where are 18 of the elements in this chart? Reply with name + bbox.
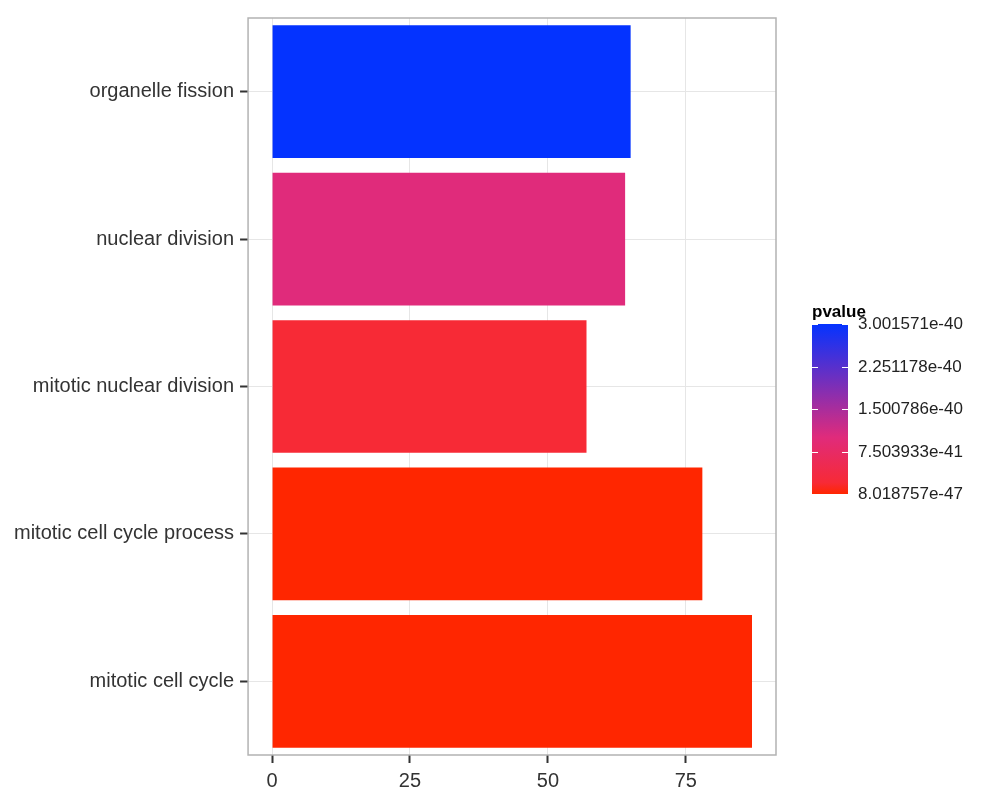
y-tick-label: mitotic cell cycle xyxy=(89,668,235,691)
bar xyxy=(272,614,752,748)
bar xyxy=(272,320,587,453)
x-tick-label: 75 xyxy=(674,768,697,791)
bar xyxy=(272,172,626,306)
x-tick-label: 25 xyxy=(398,768,422,791)
bar xyxy=(272,467,703,601)
color-bar-label: 8.018757e-47 xyxy=(858,484,963,504)
color-bar-label: 7.503933e-41 xyxy=(858,441,963,462)
color-bar-label: 1.500786e-40 xyxy=(858,398,963,419)
x-tick-label: 0 xyxy=(266,768,278,791)
y-tick-label: nuclear division xyxy=(96,226,235,249)
y-tick-label: mitotic cell cycle process xyxy=(14,521,235,544)
y-tick-label: mitotic nuclear division xyxy=(32,374,235,397)
y-tick-label: organelle fission xyxy=(89,79,235,102)
color-bar-label: 2.251178e-40 xyxy=(858,356,962,377)
x-tick-label: 50 xyxy=(536,768,560,791)
bar xyxy=(272,25,631,159)
